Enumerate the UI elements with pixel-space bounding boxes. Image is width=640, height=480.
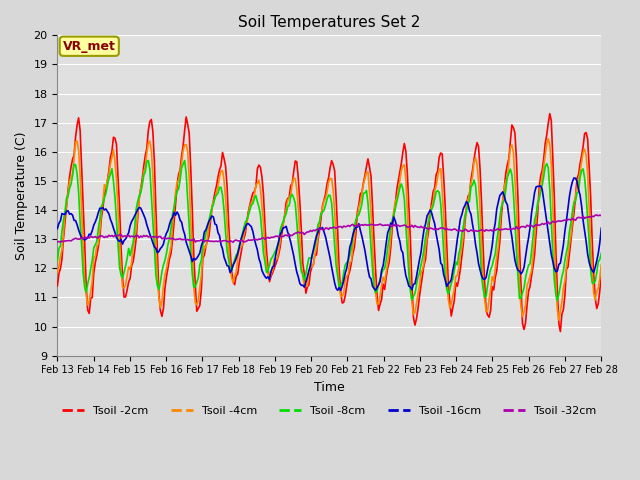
Tsoil -16cm [291, 262, 299, 267]
Tsoil -16cm [234, 251, 241, 256]
Tsoil -16cm [569, 179, 577, 184]
Tsoil -8cm [54, 258, 61, 264]
Tsoil -8cm [217, 184, 225, 190]
Y-axis label: Soil Temperature (C): Soil Temperature (C) [15, 131, 28, 260]
Tsoil -16cm [216, 233, 223, 239]
X-axis label: Time: Time [314, 381, 345, 394]
Tsoil -32cm [229, 240, 237, 245]
Tsoil -8cm [597, 251, 605, 256]
Tsoil -4cm [216, 174, 223, 180]
Tsoil -2cm [570, 210, 578, 216]
Tsoil -16cm [570, 175, 578, 181]
Tsoil -32cm [244, 237, 252, 243]
Tsoil -8cm [145, 157, 152, 163]
Tsoil -4cm [570, 199, 578, 205]
Tsoil -4cm [234, 255, 241, 261]
Tsoil -2cm [54, 283, 61, 288]
Tsoil -8cm [120, 269, 128, 275]
Tsoil -32cm [236, 239, 243, 244]
Tsoil -2cm [243, 220, 251, 226]
Tsoil -8cm [244, 213, 252, 218]
Tsoil -4cm [243, 221, 251, 227]
Title: Soil Temperatures Set 2: Soil Temperatures Set 2 [238, 15, 420, 30]
Tsoil -16cm [120, 238, 128, 243]
Tsoil -32cm [54, 239, 61, 245]
Line: Tsoil -4cm: Tsoil -4cm [58, 139, 601, 320]
Tsoil -32cm [120, 233, 128, 239]
Text: VR_met: VR_met [63, 40, 116, 53]
Tsoil -2cm [546, 111, 554, 117]
Line: Tsoil -8cm: Tsoil -8cm [58, 160, 601, 300]
Tsoil -16cm [337, 288, 344, 293]
Legend: Tsoil -2cm, Tsoil -4cm, Tsoil -8cm, Tsoil -16cm, Tsoil -32cm: Tsoil -2cm, Tsoil -4cm, Tsoil -8cm, Tsoi… [58, 402, 601, 420]
Tsoil -32cm [593, 212, 600, 218]
Tsoil -16cm [597, 225, 605, 231]
Tsoil -2cm [597, 271, 605, 276]
Tsoil -8cm [293, 219, 301, 225]
Tsoil -2cm [234, 271, 241, 277]
Tsoil -4cm [597, 262, 605, 267]
Line: Tsoil -2cm: Tsoil -2cm [58, 114, 601, 332]
Tsoil -4cm [120, 285, 128, 291]
Tsoil -4cm [291, 176, 299, 181]
Tsoil -2cm [216, 167, 223, 173]
Tsoil -8cm [570, 200, 578, 205]
Tsoil -8cm [236, 243, 243, 249]
Tsoil -4cm [555, 317, 563, 323]
Tsoil -32cm [216, 238, 223, 244]
Line: Tsoil -32cm: Tsoil -32cm [58, 215, 601, 242]
Tsoil -4cm [54, 269, 61, 275]
Tsoil -8cm [554, 298, 561, 303]
Tsoil -32cm [569, 216, 577, 221]
Tsoil -2cm [120, 294, 128, 300]
Tsoil -16cm [243, 221, 251, 227]
Tsoil -4cm [545, 136, 552, 142]
Tsoil -16cm [54, 226, 61, 231]
Tsoil -32cm [293, 230, 301, 236]
Tsoil -2cm [291, 158, 299, 164]
Tsoil -2cm [557, 329, 564, 335]
Line: Tsoil -16cm: Tsoil -16cm [58, 178, 601, 290]
Tsoil -32cm [597, 213, 605, 218]
